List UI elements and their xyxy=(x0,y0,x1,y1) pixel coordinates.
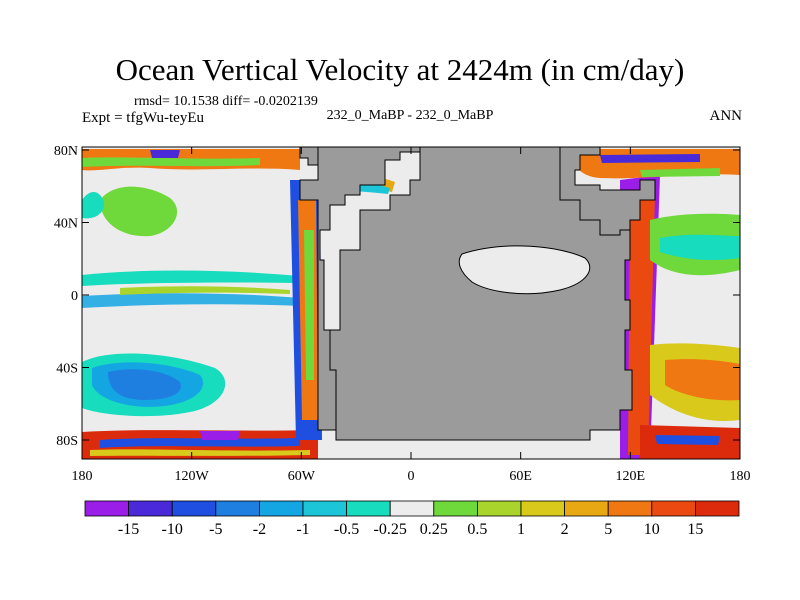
lon-tick-label: 180 xyxy=(730,469,751,484)
tropical-band-south xyxy=(82,293,300,308)
colorbar-label: -2 xyxy=(253,521,266,538)
land-inner-sea xyxy=(458,245,591,295)
colorbar-swatch xyxy=(433,500,478,517)
chart-title: Ocean Vertical Velocity at 2424m (in cm/… xyxy=(115,52,685,87)
tropical-band-north xyxy=(82,270,300,286)
lon-tick-label: 180 xyxy=(72,469,93,484)
east-ocean-southern-blue xyxy=(655,435,720,445)
lat-tick-label: 40N xyxy=(54,217,78,232)
colorbar-swatch xyxy=(128,500,173,517)
colorbar-swatch xyxy=(476,500,522,517)
colorbar-label: -5 xyxy=(209,521,222,538)
colorbar-swatch xyxy=(346,500,391,517)
east-arctic-band-2 xyxy=(600,154,700,163)
colorbar-swatch xyxy=(520,500,565,517)
stats-label: rmsd= 10.1538 diff= -0.0202139 xyxy=(134,94,318,109)
lon-tick-label: 120E xyxy=(616,469,646,484)
east-arctic-band-3 xyxy=(640,168,720,177)
colorbar-swatch xyxy=(302,500,347,517)
colorbar-label: 10 xyxy=(644,521,660,538)
antarctic-noise-band-3 xyxy=(90,449,310,456)
colorbar-swatch xyxy=(171,500,217,517)
colorbar-label: -0.5 xyxy=(334,521,359,538)
colorbar-label: -1 xyxy=(296,521,309,538)
colorbar-label: -10 xyxy=(162,521,183,538)
south-pacific-inner xyxy=(108,369,181,400)
latitude-axis: 80N 40N 0 40S 80S xyxy=(54,144,740,449)
colorbar-swatch xyxy=(695,500,740,517)
land-north-island xyxy=(299,147,319,166)
season-label: ANN xyxy=(709,108,743,124)
east-ocean-cyan xyxy=(660,234,740,260)
colorbar-label: 0.5 xyxy=(467,521,487,538)
colorbar-label: 5 xyxy=(604,521,612,538)
lon-tick-label: 60W xyxy=(288,469,316,484)
north-pacific-anomaly-2 xyxy=(82,191,105,219)
lat-tick-label: 80N xyxy=(54,144,78,159)
land-eastern-continent xyxy=(559,147,656,236)
north-pacific-anomaly xyxy=(100,186,178,237)
arctic-noise-band-2 xyxy=(82,157,260,167)
east-ocean-south-orange xyxy=(665,359,740,401)
east-ocean-coast-band-2 xyxy=(628,195,655,455)
colorbar: -15 -10 -5 -2 -1 -0.5 -0.25 0.25 0.5 1 2 5 10 15 xyxy=(84,500,740,538)
colorbar-swatch xyxy=(564,500,609,517)
colorbar-label: 0.25 xyxy=(420,521,448,538)
experiment-label: Expt = tfgWu-teyEu xyxy=(82,110,204,126)
colorbar-swatch xyxy=(84,500,129,517)
map-plot-area xyxy=(82,147,740,459)
lat-tick-label: 0 xyxy=(71,289,78,304)
lat-tick-label: 40S xyxy=(56,362,78,377)
experiment-pair-label: 232_0_MaBP - 232_0_MaBP xyxy=(326,108,494,123)
colorbar-label: 1 xyxy=(517,521,525,538)
colorbar-swatch xyxy=(215,500,260,517)
colorbar-label: 15 xyxy=(687,521,703,538)
colorbar-swatch xyxy=(607,500,653,517)
colorbar-label: 2 xyxy=(561,521,569,538)
coast-noise-west-3 xyxy=(304,230,314,380)
tropical-band-mid xyxy=(120,286,290,295)
lat-tick-label: 80S xyxy=(56,434,78,449)
lon-tick-label: 60E xyxy=(509,469,532,484)
colorbar-swatch xyxy=(258,500,304,517)
antarctic-noise-band-4 xyxy=(200,431,240,440)
arctic-noise-band-3 xyxy=(150,150,180,158)
colorbar-label: -0.25 xyxy=(374,521,407,538)
colorbar-label: -15 xyxy=(118,521,139,538)
colorbar-swatch xyxy=(651,500,696,517)
lon-tick-label: 0 xyxy=(408,469,415,484)
longitude-axis: 180 120W 60W 0 60E 120E 180 xyxy=(72,147,751,484)
antarctic-noise-band-2 xyxy=(100,438,300,448)
lon-tick-label: 120W xyxy=(175,469,210,484)
colorbar-swatch xyxy=(389,500,435,517)
